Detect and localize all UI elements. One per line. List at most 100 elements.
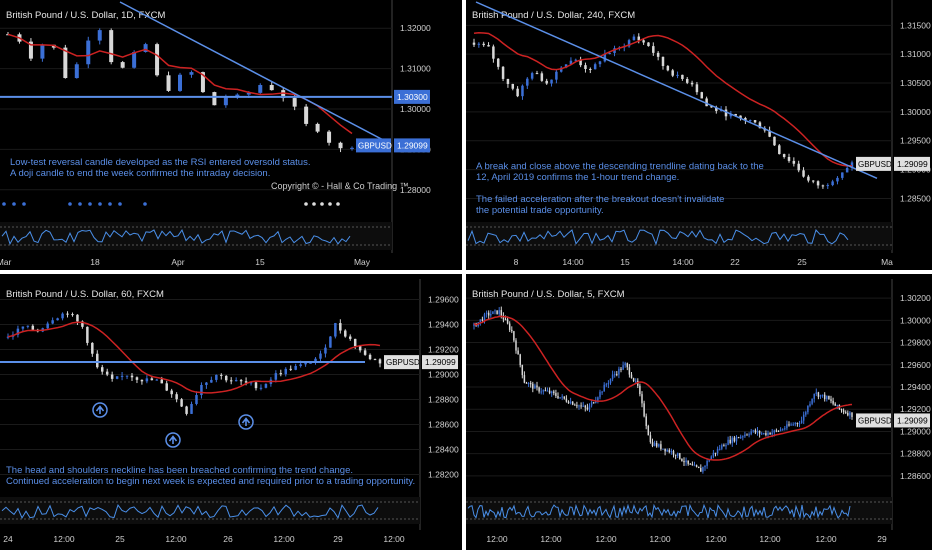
p4-candle-body bbox=[779, 429, 782, 431]
p4-candle-body bbox=[605, 384, 608, 386]
p4-candle-body bbox=[609, 378, 612, 383]
p4-candle-body bbox=[840, 409, 843, 411]
p4-candle-body bbox=[597, 397, 599, 401]
p2-candle-body bbox=[530, 73, 534, 79]
p4-candle-body bbox=[481, 319, 484, 321]
p4-candle-body bbox=[832, 400, 834, 404]
p2-price-label: 1.29099 bbox=[897, 159, 928, 169]
p2-annotation: A break and close above the descending t… bbox=[476, 161, 764, 216]
p3-x-tick-label: 12:00 bbox=[53, 534, 75, 544]
p1-x-tick-label: 15 bbox=[255, 257, 265, 267]
p3-candle-body bbox=[56, 318, 59, 321]
p2-candle-body bbox=[753, 120, 757, 123]
p4-candle-body bbox=[521, 364, 524, 376]
p4-candle-body bbox=[735, 437, 738, 442]
p4-y-tick-label: 1.30000 bbox=[900, 315, 931, 325]
p4-candle-body bbox=[504, 319, 507, 321]
p4-y-tick-label: 1.29400 bbox=[900, 382, 931, 392]
p2-candle-body bbox=[511, 83, 515, 89]
p4-candle-body bbox=[809, 403, 811, 406]
p4-candle-body bbox=[580, 405, 582, 407]
p1-signal-dot bbox=[98, 202, 102, 206]
p1-signal-dot bbox=[12, 202, 16, 206]
p4-candle-body bbox=[674, 454, 677, 456]
p4-candle-body bbox=[714, 452, 717, 454]
p4-candle-body bbox=[578, 405, 580, 407]
p1-candle-body bbox=[269, 85, 274, 91]
p4-candle-body bbox=[649, 435, 652, 443]
p4-candle-body bbox=[603, 384, 605, 392]
p2-y-tick-label: 1.31000 bbox=[900, 49, 931, 59]
p4-candle-body bbox=[563, 396, 566, 399]
p4-candle-body bbox=[742, 436, 744, 438]
p1-signal-dot bbox=[320, 202, 324, 206]
p2-candle-body bbox=[574, 59, 578, 61]
p4-candle-body bbox=[765, 433, 767, 436]
p4-candle-body bbox=[557, 396, 559, 399]
p4-candle-body bbox=[542, 390, 545, 392]
p4-symbol-label: GBPUSD bbox=[858, 416, 892, 425]
p1-candle-body bbox=[86, 40, 91, 65]
p3-candle-body bbox=[155, 379, 159, 381]
p4-candle-body bbox=[584, 405, 587, 408]
p4-candle-body bbox=[553, 391, 555, 394]
p1-price-label: 1.29099 bbox=[397, 140, 428, 150]
p4-candle-body bbox=[525, 382, 528, 384]
p4-candle-body bbox=[800, 420, 803, 424]
p3-candle-body bbox=[86, 326, 89, 343]
p1-candle-body bbox=[246, 92, 251, 95]
p4-candle-body bbox=[802, 414, 805, 421]
p2-candle-body bbox=[482, 43, 485, 46]
p2-candle-body bbox=[700, 92, 704, 99]
p3-candle-body bbox=[51, 320, 54, 324]
p2-x-tick-label: 14:00 bbox=[672, 257, 694, 267]
p2-title: British Pound / U.S. Dollar, 240, FXCM bbox=[472, 10, 635, 21]
p4-candle-body bbox=[599, 391, 601, 398]
p4-candle-body bbox=[639, 385, 641, 395]
p4-candle-body bbox=[624, 363, 626, 366]
p2-candle-body bbox=[802, 170, 805, 177]
p4-candle-body bbox=[548, 390, 551, 394]
p3-candle-body bbox=[125, 375, 129, 377]
p4-candle-body bbox=[500, 310, 503, 316]
p4-candle-body bbox=[744, 434, 746, 437]
p3-candle-body bbox=[344, 330, 347, 337]
p4-x-tick-label: 12:00 bbox=[540, 534, 562, 544]
p4-candle-body bbox=[716, 449, 719, 454]
p4-candle-body bbox=[523, 375, 526, 383]
p2-candle-body bbox=[715, 107, 718, 111]
p3-title: British Pound / U.S. Dollar, 60, FXCM bbox=[6, 289, 164, 300]
p3-candle-body bbox=[170, 390, 173, 395]
p1-x-tick-label: 18 bbox=[90, 257, 100, 267]
p3-candle-body bbox=[339, 323, 342, 331]
p2-candle-body bbox=[739, 115, 742, 119]
p3-candle-body bbox=[239, 380, 243, 382]
p2-candle-body bbox=[603, 53, 607, 62]
p3-candle-body bbox=[284, 368, 288, 375]
p4-candle-body bbox=[590, 402, 593, 406]
p4-candle-body bbox=[565, 398, 568, 402]
p1-signal-dot bbox=[304, 202, 308, 206]
p4-candle-body bbox=[731, 437, 734, 444]
p4-candle-body bbox=[807, 405, 809, 413]
p2-candle-body bbox=[642, 40, 645, 43]
p4-candle-body bbox=[487, 312, 490, 316]
p4-candle-body bbox=[653, 443, 656, 446]
p2-candle-body bbox=[661, 56, 665, 67]
p4-candle-body bbox=[485, 312, 488, 315]
p2-candle-body bbox=[666, 66, 670, 71]
p1-candle-body bbox=[281, 90, 286, 99]
p2-candle-body bbox=[535, 73, 539, 75]
p1-candle-body bbox=[304, 106, 309, 124]
p3-y-tick-label: 1.29000 bbox=[428, 370, 459, 380]
up-arrow-icon-glyph bbox=[168, 435, 178, 444]
p4-candle-body bbox=[842, 410, 845, 413]
p3-symbol-badge bbox=[384, 355, 419, 370]
p3-candle-body bbox=[6, 336, 10, 338]
p4-candle-body bbox=[676, 453, 679, 456]
p3-candle-body bbox=[180, 399, 183, 407]
p2-x-tick-label: 22 bbox=[730, 257, 740, 267]
p4-candle-body bbox=[534, 385, 536, 389]
p1-level-label: 1.30300 bbox=[397, 92, 428, 102]
p1-oscillator-pane bbox=[0, 222, 392, 250]
